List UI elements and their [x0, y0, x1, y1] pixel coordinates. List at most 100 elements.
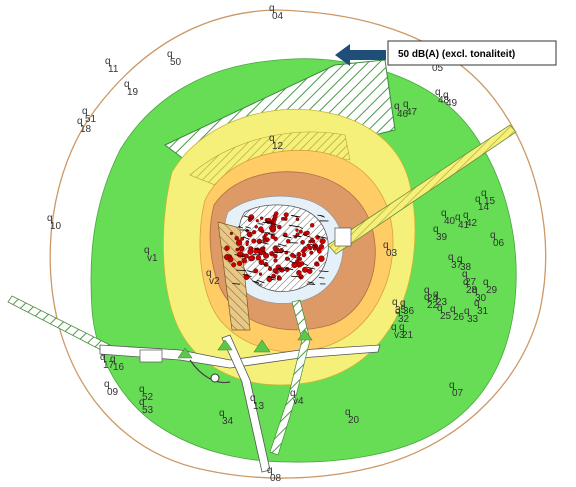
- receiver-label: v1: [147, 253, 158, 264]
- receiver-marker-icon: q: [463, 210, 469, 221]
- source-line: [317, 235, 327, 239]
- receiver-marker-icon: q: [104, 379, 110, 390]
- receiver-point-41: q41: [455, 212, 470, 231]
- receiver-point-19: q19: [124, 79, 139, 98]
- receiver-label: 34: [222, 416, 234, 427]
- receiver-point-17: q17: [100, 352, 115, 371]
- source-marker: [283, 212, 289, 218]
- receiver-label: 38: [460, 262, 472, 273]
- road-south-branch: [221, 334, 271, 473]
- receiver-point-v1: qv1: [144, 245, 158, 264]
- source-marker: [310, 237, 314, 242]
- source-line: [277, 243, 287, 247]
- receiver-label: 06: [493, 238, 505, 249]
- receiver-marker-icon: q: [167, 49, 173, 60]
- source-marker: [236, 239, 243, 246]
- receiver-label: 28: [466, 285, 478, 296]
- receiver-label: 12: [272, 141, 284, 152]
- source-marker: [229, 231, 233, 235]
- receiver-marker-icon: q: [206, 268, 212, 279]
- source-line: [242, 273, 252, 277]
- source-line: [243, 215, 253, 219]
- source-line: [292, 214, 298, 218]
- source-marker: [245, 242, 249, 247]
- receiver-point-07: q07: [449, 380, 464, 399]
- receiver-marker-icon: q: [448, 252, 454, 263]
- source-marker: [253, 268, 259, 274]
- receiver-label: 10: [50, 221, 62, 232]
- receiver-point-06: q06: [490, 230, 505, 249]
- receiver-point-34: q34: [219, 408, 234, 427]
- receiver-marker-icon: q: [124, 79, 130, 90]
- legend-callout: 50 dB(A) (excl. tonaliteit): [335, 40, 557, 66]
- receiver-point-27: q27: [462, 269, 477, 288]
- receiver-label: 31: [477, 306, 489, 317]
- source-line: [258, 223, 264, 225]
- receiver-point-40: q40: [441, 208, 456, 227]
- source-marker: [312, 246, 317, 251]
- source-marker: [309, 250, 314, 255]
- source-line: [318, 270, 329, 272]
- source-marker: [301, 252, 307, 258]
- source-marker: [298, 229, 303, 234]
- source-marker: [302, 266, 309, 273]
- receiver-label: 21: [402, 330, 414, 341]
- source-marker: [262, 238, 267, 243]
- receiver-marker-icon: q: [47, 213, 53, 224]
- source-marker: [241, 258, 248, 264]
- source-line: [262, 263, 271, 268]
- receiver-label: 19: [127, 87, 139, 98]
- receiver-point-42: q42: [463, 210, 478, 229]
- receiver-marker-icon: q: [450, 304, 456, 315]
- source-line: [281, 250, 291, 253]
- receiver-marker-icon: q: [474, 298, 480, 309]
- receiver-label: 26: [453, 312, 465, 323]
- road-loop: [189, 359, 231, 384]
- receiver-label: 24: [427, 293, 439, 304]
- receiver-point-51: q51: [82, 106, 97, 125]
- receiver-point-35: q35: [392, 297, 407, 316]
- receiver-point-47: q47: [403, 99, 418, 118]
- source-marker: [273, 236, 278, 242]
- receiver-point-v4: qv4: [290, 388, 304, 407]
- source-marker: [298, 257, 302, 261]
- source-line: [306, 283, 316, 285]
- source-marker: [273, 253, 278, 259]
- source-line: [256, 279, 265, 284]
- receiver-point-16: q16: [110, 354, 125, 373]
- source-line: [238, 225, 244, 229]
- source-line: [292, 235, 302, 238]
- receiver-label: 08: [270, 473, 282, 484]
- source-line: [262, 258, 268, 261]
- receiver-marker-icon: q: [110, 354, 116, 365]
- source-marker: [254, 225, 258, 229]
- receiver-label: 50: [170, 57, 182, 68]
- receiver-marker-icon: q: [105, 56, 111, 67]
- source-marker: [248, 255, 254, 262]
- road-west: [7, 295, 111, 353]
- source-marker: [243, 253, 249, 259]
- receiver-marker-icon: q: [433, 224, 439, 235]
- receiver-label: 41: [458, 220, 470, 231]
- source-line: [266, 220, 274, 223]
- receiver-label: 16: [113, 362, 125, 373]
- source-marker: [259, 216, 264, 220]
- receiver-label: 52: [142, 392, 154, 403]
- receiver-label: v3: [394, 330, 405, 341]
- receiver-marker-icon: q: [437, 303, 443, 314]
- receiver-marker-icon: q: [269, 3, 275, 14]
- source-line: [319, 215, 325, 218]
- source-line: [245, 226, 252, 229]
- receiver-label: 13: [253, 401, 265, 412]
- source-line: [283, 267, 294, 271]
- receiver-label: 03: [386, 248, 398, 259]
- source-marker: [235, 247, 240, 252]
- receiver-point-39: q39: [433, 224, 448, 243]
- receiver-marker-icon: q: [472, 285, 478, 296]
- source-line: [264, 232, 270, 234]
- source-line: [289, 260, 295, 264]
- receiver-marker-icon: q: [424, 292, 430, 303]
- source-marker: [280, 216, 285, 221]
- receiver-label: 51: [85, 114, 97, 125]
